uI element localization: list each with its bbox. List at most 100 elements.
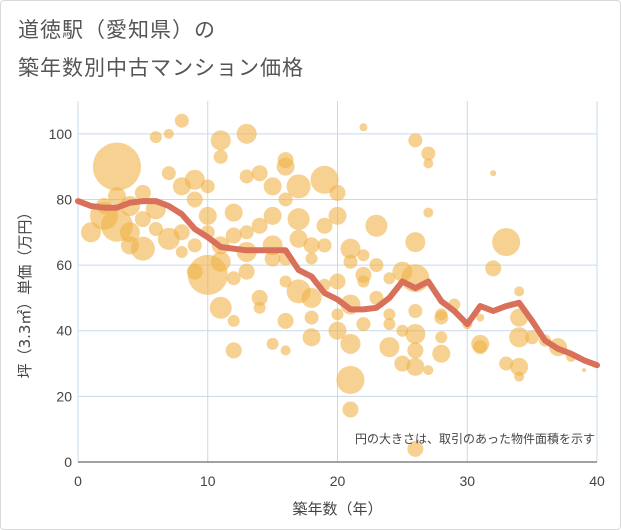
bubble-point xyxy=(525,330,540,345)
bubble-point xyxy=(423,207,434,218)
bubble-point xyxy=(435,331,448,344)
bubble-point xyxy=(187,238,202,253)
bubble-point xyxy=(286,174,311,199)
bubble-point xyxy=(355,266,372,283)
bubble-point xyxy=(174,113,189,128)
bubble-point xyxy=(434,310,449,325)
x-tick-label: 40 xyxy=(589,473,605,489)
bubble-point xyxy=(224,203,243,222)
bubble-point xyxy=(301,287,322,308)
bubble-point xyxy=(251,217,268,234)
bubbles xyxy=(80,113,587,457)
bubble-point xyxy=(279,275,292,288)
y-tick-label: 40 xyxy=(56,323,72,339)
bubble-point xyxy=(407,342,424,359)
bubble-point xyxy=(383,308,396,321)
bubble-point xyxy=(379,337,400,358)
bubble-point xyxy=(198,206,217,225)
bubble-point xyxy=(357,249,370,262)
bubble-point xyxy=(184,169,205,190)
bubble-point xyxy=(509,327,530,348)
bubble-point xyxy=(225,342,242,359)
tick-labels: 0 10 20 30 40 0 20 40 60 80 100 xyxy=(49,126,605,489)
y-tick-label: 0 xyxy=(64,454,72,470)
bubble-point xyxy=(582,368,587,373)
bubble-point xyxy=(421,146,436,161)
bubble-point xyxy=(342,401,359,418)
bubble-point xyxy=(317,238,332,253)
bubble-point xyxy=(303,237,320,254)
bubble-point xyxy=(266,337,279,350)
chart-title-line-2: 築年数別中古マンション価格 xyxy=(18,56,304,80)
bubble-point xyxy=(423,158,434,169)
bubble-point xyxy=(287,208,310,231)
bubble-point xyxy=(210,130,231,151)
bubble-point xyxy=(302,328,321,347)
bubble-point xyxy=(239,169,254,184)
bubble-point xyxy=(369,258,384,273)
bubble-point xyxy=(408,304,423,319)
bubble-point xyxy=(407,440,424,457)
bubble-point xyxy=(340,333,361,354)
y-tick-label: 80 xyxy=(56,191,72,207)
bubble-point xyxy=(277,152,294,169)
y-tick-label: 20 xyxy=(56,388,72,404)
bubble-point xyxy=(134,184,151,201)
bubble-point xyxy=(264,250,281,267)
bubble-point xyxy=(130,236,155,261)
bubble-point xyxy=(253,301,266,314)
bubble-point xyxy=(423,365,434,376)
bubble-point xyxy=(396,324,409,337)
bubble-point xyxy=(134,211,151,228)
bubble-point xyxy=(340,238,361,259)
bubble-point xyxy=(305,252,318,265)
bubble-point xyxy=(406,357,425,376)
bubble-point xyxy=(473,340,488,355)
trend-line xyxy=(75,198,600,369)
bubble-point xyxy=(227,314,240,327)
x-tick-label: 20 xyxy=(330,473,346,489)
bubble-point xyxy=(304,310,319,325)
bubble-point xyxy=(239,225,254,240)
chart-title-line-1: 道徳駅（愛知県）の xyxy=(18,18,216,42)
bubble-point xyxy=(200,179,215,194)
y-axis-label: 坪（3.3㎡）単価（万円） xyxy=(16,205,34,379)
bubble-point xyxy=(394,355,411,372)
bubble-point xyxy=(514,371,525,382)
bubble-point xyxy=(356,317,371,332)
bubble-point xyxy=(499,356,514,371)
bubble-point xyxy=(280,345,291,356)
bubble-point xyxy=(175,245,188,258)
bubble-point xyxy=(359,123,368,132)
bubble-point xyxy=(149,131,162,144)
bubble-point xyxy=(263,177,282,196)
bubble-point xyxy=(209,296,232,319)
bubble-point xyxy=(236,123,257,144)
x-axis-label: 築年数（年） xyxy=(292,500,382,518)
bubble-point xyxy=(329,184,346,201)
y-tick-label: 100 xyxy=(49,126,73,142)
bubble-point xyxy=(405,232,426,253)
bubble-point xyxy=(173,224,190,241)
bubble-point xyxy=(331,308,344,321)
x-tick-label: 0 xyxy=(74,473,82,489)
bubble-point xyxy=(226,271,241,286)
x-tick-label: 10 xyxy=(200,473,216,489)
bubble-point xyxy=(238,263,255,280)
bubble-point xyxy=(107,187,126,206)
bubble-point xyxy=(186,263,203,280)
bubble-point xyxy=(405,324,426,345)
bubble-point xyxy=(278,192,293,207)
bubble-point xyxy=(328,321,347,340)
bubble-point xyxy=(343,254,358,269)
bubble-point xyxy=(432,344,451,363)
bubble-point xyxy=(485,260,502,277)
bubble-point xyxy=(476,313,485,322)
bubble-point xyxy=(490,170,497,177)
bubble-point xyxy=(383,318,396,331)
bubble-point xyxy=(251,289,268,306)
bubble-point xyxy=(365,214,388,237)
bubble-point xyxy=(213,149,228,164)
bubble-point xyxy=(316,217,333,234)
